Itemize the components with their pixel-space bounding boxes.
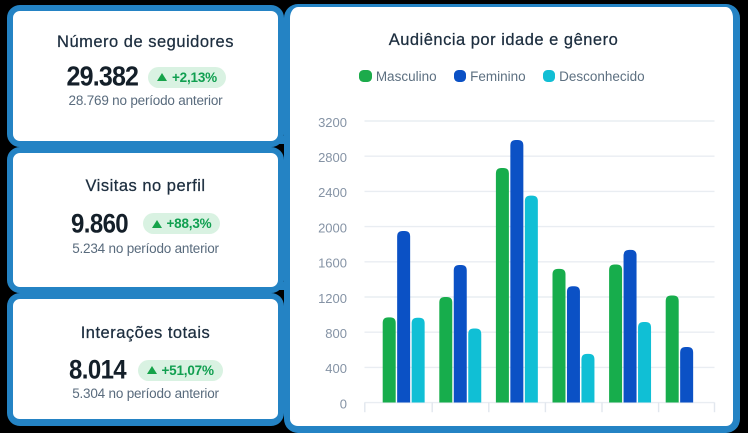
svg-text:1600: 1600 (318, 256, 347, 271)
svg-text:3200: 3200 (318, 115, 347, 130)
svg-text:400: 400 (325, 361, 347, 376)
svg-text:2800: 2800 (318, 150, 347, 165)
svg-text:1200: 1200 (318, 291, 347, 306)
svg-text:800: 800 (325, 326, 347, 341)
svg-text:0: 0 (340, 396, 347, 411)
svg-text:2000: 2000 (318, 220, 347, 235)
svg-text:2400: 2400 (318, 185, 347, 200)
